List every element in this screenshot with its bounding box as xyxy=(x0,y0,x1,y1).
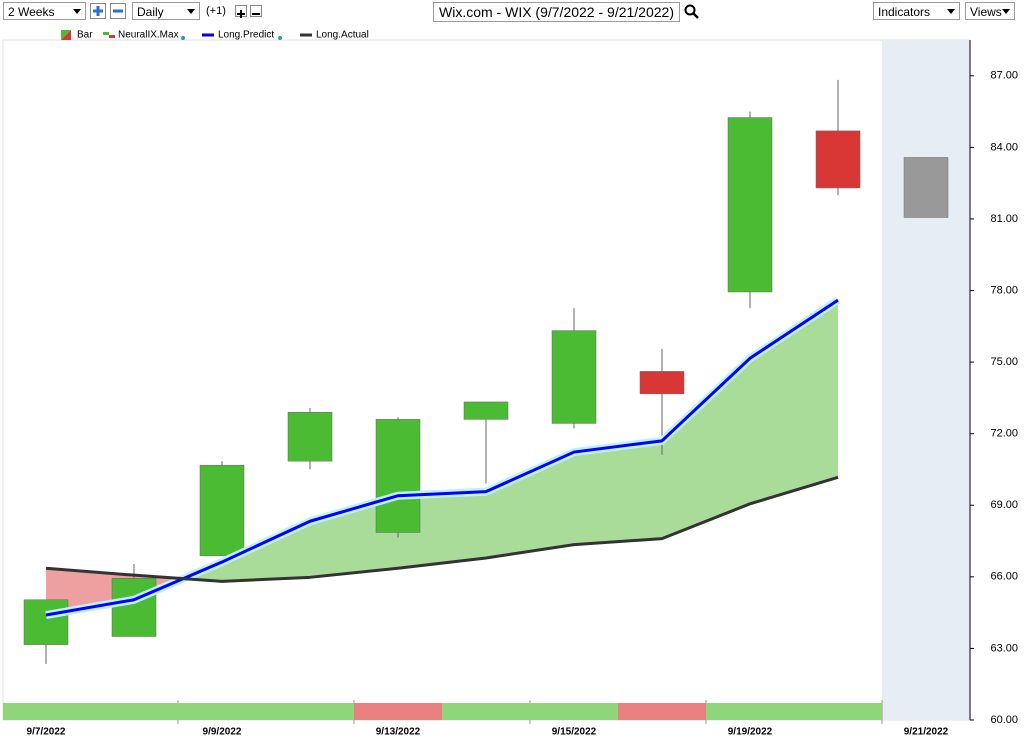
x-tick-label: 9/7/2022 xyxy=(27,727,66,738)
legend-label: Long.Actual xyxy=(316,30,369,41)
interval-select[interactable]: Daily xyxy=(132,2,200,20)
signal-segment xyxy=(266,703,354,720)
search-icon[interactable] xyxy=(684,4,700,20)
candle-body xyxy=(815,130,861,189)
legend-icon-bar xyxy=(61,30,71,40)
chart: 60.00 63.00 66.00 69.00 72.00 75.00 78.00 81.00… xyxy=(2,30,1018,738)
candle-body xyxy=(287,411,333,462)
signal-segment xyxy=(794,703,882,720)
candle-body xyxy=(23,599,69,645)
candle-body xyxy=(551,330,597,424)
y-tick-label: 69.00 xyxy=(990,499,1018,511)
projection-bar xyxy=(903,157,949,218)
y-tick-label: 66.00 xyxy=(990,571,1018,583)
candle-body xyxy=(639,371,685,395)
x-tick-label: 9/21/2022 xyxy=(904,727,949,738)
indicators-menu[interactable]: Indicators xyxy=(873,2,960,20)
x-tick-label: 9/15/2022 xyxy=(552,727,597,738)
range-select[interactable]: 2 Weeks xyxy=(3,2,86,20)
signal-segment xyxy=(3,703,90,720)
offset-plus[interactable] xyxy=(235,5,247,18)
y-tick-label: 87.00 xyxy=(990,70,1018,82)
signal-segment xyxy=(530,703,618,720)
plus-icon xyxy=(237,10,245,18)
signal-segment xyxy=(178,703,266,720)
signal-segment xyxy=(442,703,530,720)
y-tick-label: 60.00 xyxy=(990,714,1018,726)
legend-label: Bar xyxy=(77,30,93,41)
y-tick-label: 81.00 xyxy=(990,213,1018,225)
minus-icon xyxy=(252,13,260,15)
candle-body xyxy=(727,117,773,293)
symbol-input[interactable]: Wix.com - WIX (9/7/2022 - 9/21/2022) xyxy=(433,2,680,22)
minus-icon xyxy=(113,9,123,13)
offset-label: (+1) xyxy=(206,5,226,17)
candle-body xyxy=(463,401,509,420)
y-tick-label: 63.00 xyxy=(990,642,1018,654)
legend-label: NeuralIX.Max xyxy=(118,30,179,41)
signal-segment xyxy=(354,703,442,720)
signal-segment xyxy=(618,703,706,720)
candle-body xyxy=(199,464,245,557)
candle-body xyxy=(111,578,157,637)
zoom-in[interactable] xyxy=(90,3,106,19)
spread-fill xyxy=(662,358,750,539)
x-tick-label: 9/9/2022 xyxy=(203,727,242,738)
y-tick-label: 75.00 xyxy=(990,356,1018,368)
spread-fill xyxy=(486,452,574,558)
y-tick-label: 84.00 xyxy=(990,141,1018,153)
spread-fill xyxy=(574,440,662,545)
line xyxy=(45,475,839,583)
zoom-out[interactable] xyxy=(110,3,126,19)
y-tick-label: 72.00 xyxy=(990,428,1018,440)
legend-icon-neuralix xyxy=(109,35,115,38)
line xyxy=(45,298,839,617)
x-tick-label: 9/19/2022 xyxy=(728,727,773,738)
offset-minus[interactable] xyxy=(250,5,262,17)
legend-dot xyxy=(278,36,282,40)
legend-icon-neuralix xyxy=(103,32,109,35)
candle-body xyxy=(375,419,421,533)
legend-dot xyxy=(181,36,185,40)
plus-icon xyxy=(93,6,103,16)
signal-segment xyxy=(90,703,178,720)
views-menu[interactable]: Views xyxy=(965,2,1015,20)
legend-label: Long.Predict xyxy=(218,30,274,41)
y-tick-label: 78.00 xyxy=(990,284,1018,296)
signal-segment xyxy=(706,703,794,720)
x-tick-label: 9/13/2022 xyxy=(376,727,421,738)
spread-fill xyxy=(222,521,310,582)
spread-fill xyxy=(750,300,838,504)
future-shade xyxy=(882,40,970,720)
